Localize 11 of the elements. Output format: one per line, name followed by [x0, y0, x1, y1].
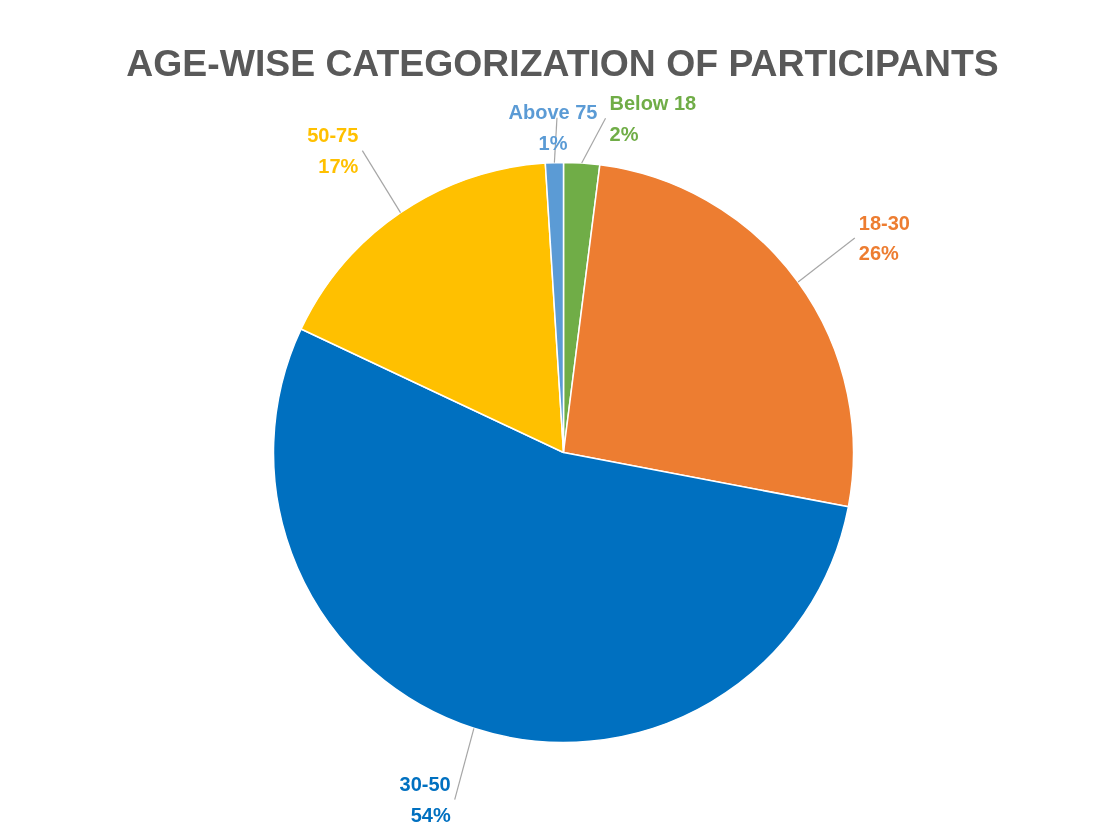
slice-label: Above 75	[508, 101, 598, 124]
slice-label: 50-75	[307, 124, 359, 147]
data-label: 26%	[858, 242, 900, 265]
chart-title: AGE-WISE CATEGORIZATION OF PARTICIPANTS	[126, 41, 999, 84]
slice-label: 30-50	[399, 773, 451, 796]
slice-label: 18-30	[858, 211, 910, 234]
data-label: 17%	[318, 155, 359, 178]
data-label: 1%	[538, 132, 568, 155]
slice-label: Below 18	[609, 91, 697, 114]
data-label: 2%	[609, 122, 639, 145]
data-label: 54%	[410, 804, 451, 827]
